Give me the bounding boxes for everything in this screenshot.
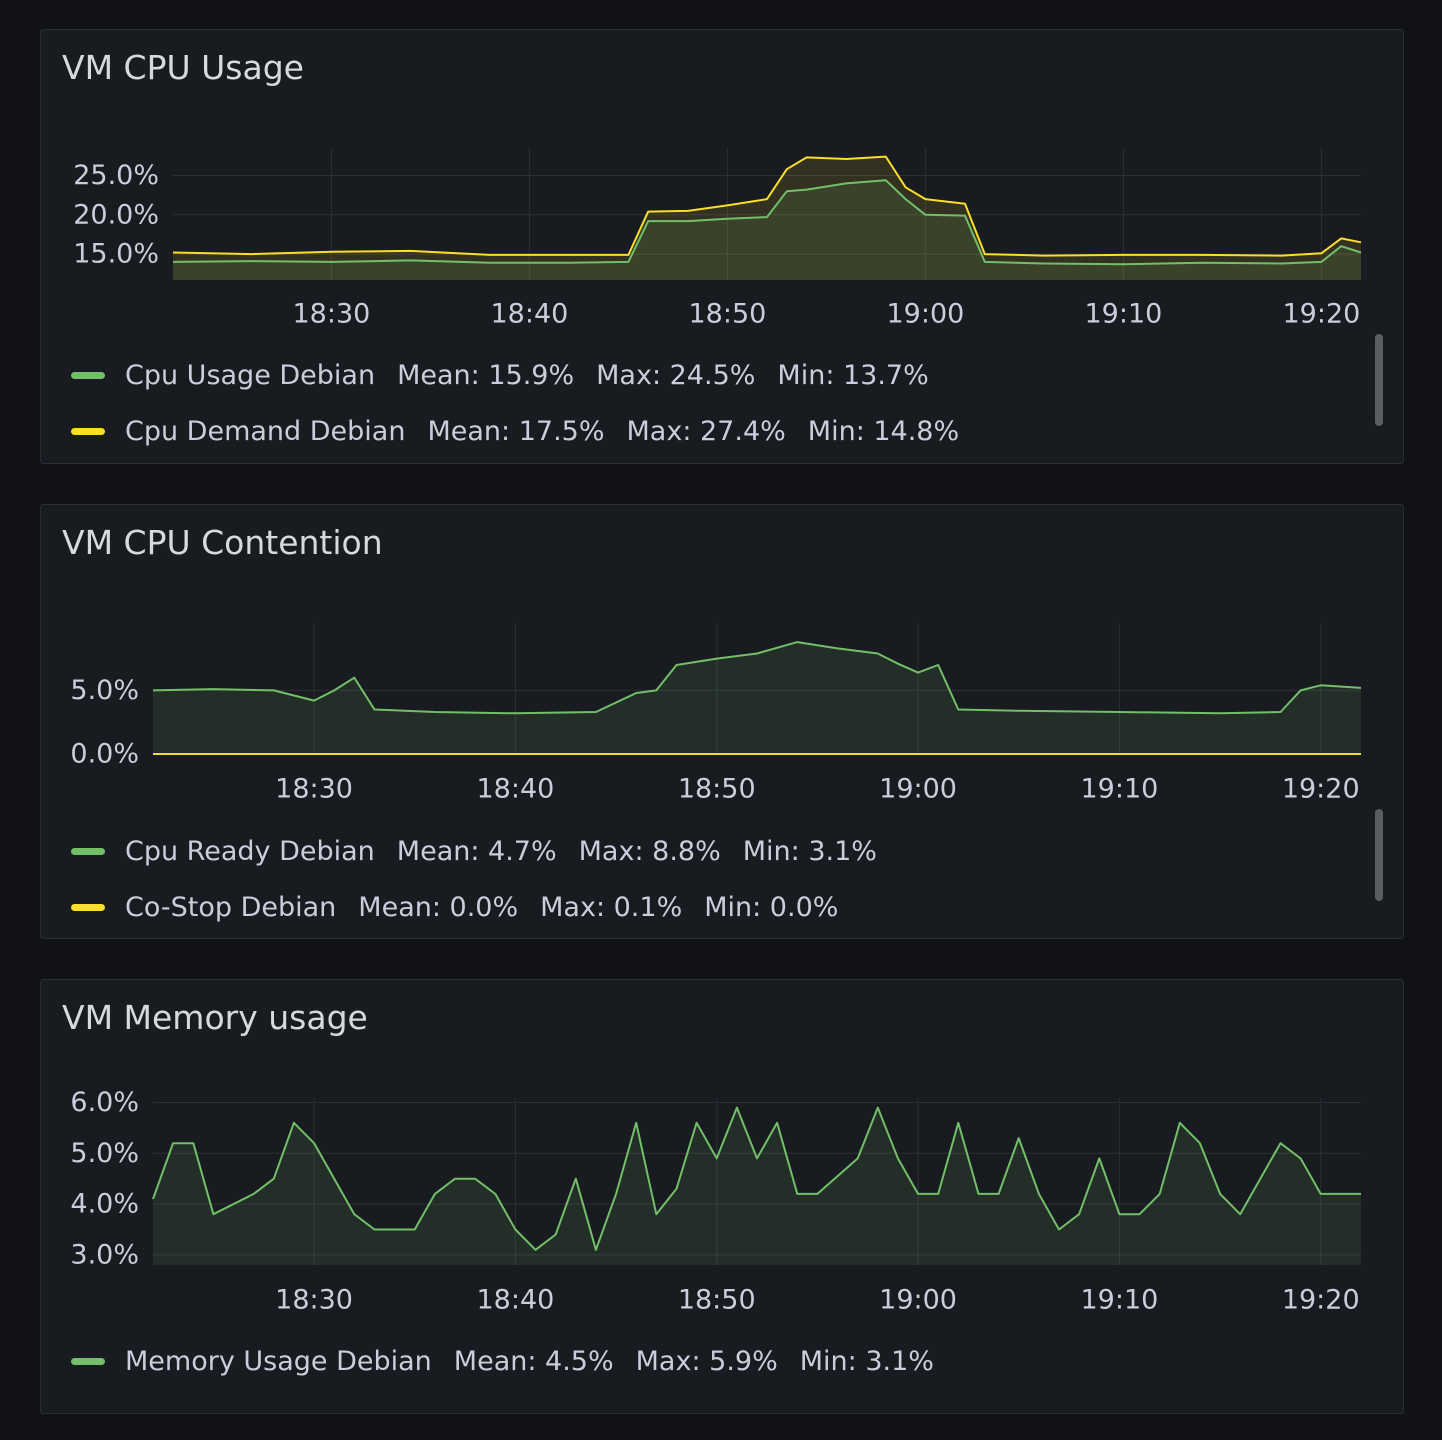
legend-item[interactable]: Co-Stop Debian Mean: 0.0% Max: 0.1% Min:… [71, 889, 860, 925]
series-line [172, 179, 1362, 266]
legend-min: Min: 0.0% [704, 891, 839, 923]
y-tick-label: 4.0% [70, 1189, 139, 1220]
x-tick-label: 19:20 [1282, 1285, 1360, 1316]
legend-swatch [71, 371, 105, 379]
y-tick-label: 5.0% [70, 675, 139, 706]
legend-item[interactable]: Cpu Demand Debian Mean: 17.5% Max: 27.4%… [71, 413, 981, 449]
series-area [173, 156, 1361, 280]
legend-mean: Mean: 4.5% [453, 1345, 614, 1377]
legend-series-name: Cpu Usage Debian [125, 359, 376, 391]
chart-vm-cpu-contention[interactable]: 18:30 18:40 18:50 19:00 19:10 19:20 0.0% 5.0% [41, 505, 1405, 805]
x-tick-label: 18:50 [688, 299, 766, 330]
series-area [153, 1107, 1361, 1265]
x-tick-label: 18:40 [490, 299, 568, 330]
legend-min: Min: 3.1% [742, 835, 877, 867]
x-tick-label: 19:20 [1282, 299, 1360, 330]
legend-swatch [71, 903, 105, 911]
legend-max: Max: 0.1% [540, 891, 683, 923]
x-tick-label: 19:20 [1282, 774, 1360, 805]
legend-series-name: Memory Usage Debian [125, 1345, 432, 1377]
panel-title: VM CPU Contention [62, 523, 383, 562]
y-tick-label: 6.0% [70, 1087, 139, 1118]
legend-item[interactable]: Memory Usage Debian Mean: 4.5% Max: 5.9%… [71, 1343, 956, 1379]
x-tick-label: 18:50 [678, 774, 756, 805]
legend-swatch [71, 847, 105, 855]
series-line [172, 155, 1362, 257]
legend-mean: Mean: 4.7% [396, 835, 557, 867]
x-tick-label: 18:40 [476, 1285, 554, 1316]
legend-mean: Mean: 0.0% [358, 891, 519, 923]
x-tick-label: 18:40 [476, 774, 554, 805]
legend-mean: Mean: 15.9% [397, 359, 575, 391]
x-tick-label: 19:00 [886, 299, 964, 330]
x-tick-label: 19:10 [1080, 1285, 1158, 1316]
legend-item[interactable]: Cpu Usage Debian Mean: 15.9% Max: 24.5% … [71, 357, 951, 393]
legend-scrollbar[interactable] [1375, 809, 1383, 901]
x-tick-label: 19:10 [1084, 299, 1162, 330]
legend-max: Max: 8.8% [578, 835, 721, 867]
x-tick-label: 18:30 [275, 774, 353, 805]
legend-series-name: Cpu Ready Debian [125, 835, 375, 867]
panel-vm-cpu-usage: VM CPU Usage 18:30 18:40 18:50 19:00 19:10 19… [40, 29, 1404, 464]
series-line [152, 641, 1362, 715]
legend-min: Min: 3.1% [799, 1345, 934, 1377]
legend-item[interactable]: Cpu Ready Debian Mean: 4.7% Max: 8.8% Mi… [71, 833, 899, 869]
x-tick-label: 18:30 [292, 299, 370, 330]
legend-min: Min: 14.8% [807, 415, 960, 447]
x-tick-label: 19:00 [879, 1285, 957, 1316]
chart-vm-memory-usage[interactable]: 18:30 18:40 18:50 19:00 19:10 19:20 3.0% 4.0% 5.… [41, 980, 1405, 1320]
legend-max: Max: 5.9% [635, 1345, 778, 1377]
panel-title: VM Memory usage [62, 998, 368, 1037]
y-tick-label: 0.0% [70, 739, 139, 770]
legend-swatch [71, 1357, 105, 1365]
legend-mean: Mean: 17.5% [427, 415, 605, 447]
y-tick-label: 5.0% [70, 1138, 139, 1169]
series-line [152, 1106, 1361, 1251]
y-tick-label: 3.0% [70, 1239, 139, 1270]
series-area [153, 642, 1361, 754]
x-tick-label: 18:50 [678, 1285, 756, 1316]
panel-vm-memory-usage: VM Memory usage 18:30 18:40 18:50 19:00 19:1… [40, 979, 1404, 1414]
legend-series-name: Co-Stop Debian [125, 891, 337, 923]
legend-max: Max: 27.4% [626, 415, 786, 447]
legend-series-name: Cpu Demand Debian [125, 415, 406, 447]
x-tick-label: 18:30 [275, 1285, 353, 1316]
x-tick-label: 19:10 [1080, 774, 1158, 805]
panel-title: VM CPU Usage [62, 48, 304, 87]
x-tick-label: 19:00 [879, 774, 957, 805]
legend-min: Min: 13.7% [777, 359, 929, 391]
panel-vm-cpu-contention: VM CPU Contention 18:30 18:40 18:50 19:00 19… [40, 504, 1404, 939]
y-tick-label: 20.0% [73, 199, 159, 230]
y-tick-label: 25.0% [73, 160, 159, 191]
chart-vm-cpu-usage[interactable]: 18:30 18:40 18:50 19:00 19:10 19:20 15.0% 20.0%… [41, 30, 1405, 330]
y-tick-label: 15.0% [73, 239, 159, 270]
legend-swatch [71, 427, 105, 435]
legend-scrollbar[interactable] [1375, 334, 1383, 426]
legend-max: Max: 24.5% [596, 359, 756, 391]
series-area [173, 180, 1361, 280]
